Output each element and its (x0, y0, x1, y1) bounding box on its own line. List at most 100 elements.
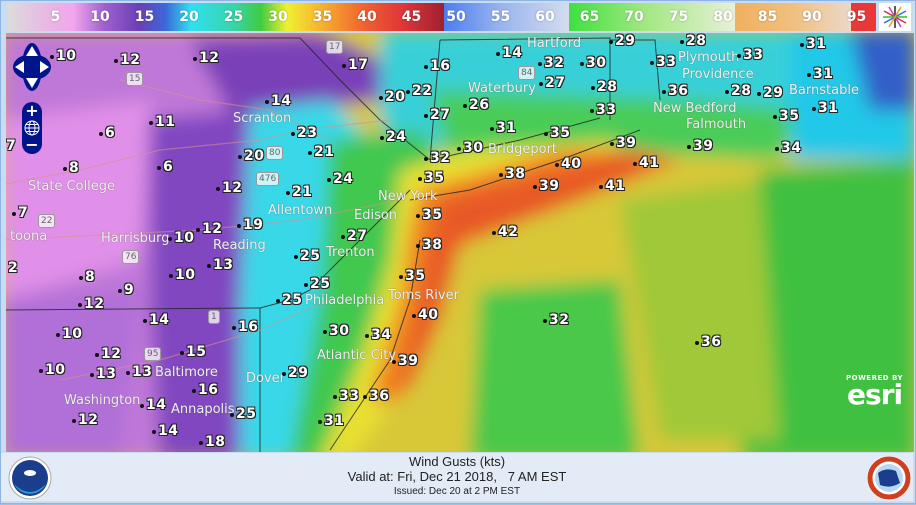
station-wind-gust: 31 (318, 413, 345, 429)
station-value: 29 (763, 85, 784, 101)
station-marker (418, 177, 422, 181)
station-marker (363, 395, 367, 399)
station-value: 19 (243, 217, 264, 233)
legend-tick-label: 10 (90, 9, 110, 25)
esri-attribution[interactable]: POWERED BY esri (846, 374, 904, 411)
station-value: 25 (310, 276, 331, 292)
station-wind-gust: 15 (180, 344, 206, 360)
station-value: 35 (405, 268, 426, 284)
station-wind-gust: 28 (591, 79, 617, 95)
station-value: 35 (550, 125, 571, 141)
legend-tick-label: 50 (446, 9, 466, 25)
station-value: 27 (430, 107, 451, 123)
station-value: 8 (85, 269, 96, 285)
station-value: 12 (120, 52, 141, 68)
station-marker (800, 43, 804, 47)
station-wind-gust: 10 (56, 326, 82, 342)
station-wind-gust: 14 (496, 45, 522, 61)
station-marker (365, 334, 369, 338)
station-value: 17 (348, 57, 369, 73)
station-wind-gust: 32 (538, 55, 565, 71)
station-wind-gust: 33 (333, 388, 360, 404)
station-value: 24 (333, 171, 354, 187)
pan-control[interactable] (12, 42, 52, 92)
station-value: 33 (339, 388, 360, 404)
station-wind-gust: 14 (265, 93, 292, 109)
station-marker (406, 90, 410, 94)
zoom-in-button[interactable]: + (25, 101, 39, 120)
station-value: 32 (549, 312, 570, 328)
station-marker (276, 299, 280, 303)
legend-tick-label: 75 (668, 9, 689, 25)
station-wind-gust: 41 (599, 178, 625, 194)
station-value: 10 (174, 230, 195, 246)
wind-gust-map[interactable]: State College toona Scranton Allentown Readi… (6, 33, 914, 452)
station-marker (79, 276, 83, 280)
station-wind-gust: 10 (39, 362, 65, 378)
station-marker (118, 289, 122, 293)
pan-left-icon[interactable] (15, 61, 24, 73)
city-label: toona (10, 229, 48, 244)
station-marker (12, 212, 16, 216)
globe-icon[interactable] (22, 120, 42, 139)
station-value: 14 (271, 93, 292, 109)
station-value: 12 (199, 50, 220, 66)
station-value: 12 (202, 221, 223, 237)
station-wind-gust: 12 (114, 52, 141, 68)
highway-shield: 15 (126, 72, 144, 86)
station-marker (463, 104, 467, 108)
station-value: 12 (222, 180, 243, 196)
color-wheel-icon[interactable] (879, 3, 911, 31)
station-marker (499, 173, 503, 177)
station-marker (416, 244, 420, 248)
legend-tick-label: 20 (179, 9, 199, 25)
powered-by-text: POWERED BY (846, 374, 904, 382)
station-wind-gust: 28 (680, 33, 706, 49)
zoom-out-button[interactable]: − (25, 135, 39, 154)
station-wind-gust: 9 (118, 282, 134, 298)
station-wind-gust: 39 (687, 138, 713, 154)
station-value: 29 (288, 365, 309, 381)
pan-up-icon[interactable] (26, 46, 38, 56)
legend-tick-label: 90 (802, 9, 822, 25)
station-marker (490, 127, 494, 131)
station-value: 12 (78, 412, 99, 428)
station-value: 21 (292, 184, 313, 200)
pan-right-icon[interactable] (40, 61, 49, 73)
station-wind-gust: 12 (196, 221, 223, 237)
station-marker (39, 369, 43, 373)
station-value: 31 (818, 100, 839, 116)
station-marker (157, 166, 161, 170)
station-marker (650, 61, 654, 65)
station-value: 12 (84, 296, 105, 312)
station-wind-gust: 20 (238, 148, 264, 164)
station-value: 35 (424, 170, 445, 186)
esri-logo: esri (846, 378, 903, 411)
valid-time: Valid at: Fri, Dec 21 2018, 7 AM EST (347, 469, 567, 484)
city-label: Plymouth (678, 50, 740, 65)
legend-tick-label: 30 (268, 9, 288, 25)
station-value: 32 (544, 55, 565, 71)
highway-shield: 95 (144, 347, 162, 361)
station-wind-gust: 25 (304, 276, 331, 292)
station-value: 6 (105, 125, 116, 141)
station-value: 32 (430, 150, 451, 166)
station-value: 31 (324, 413, 345, 429)
station-value: 39 (616, 135, 637, 151)
station-marker (539, 82, 543, 86)
station-wind-gust: 22 (406, 83, 432, 99)
legend-tick-label: 15 (134, 9, 155, 25)
station-value: 25 (282, 292, 303, 308)
station-marker (342, 64, 346, 68)
station-wind-gust: 17 (342, 57, 369, 73)
pan-down-icon[interactable] (26, 78, 38, 88)
station-marker (341, 235, 345, 239)
legend-tick-label: 35 (312, 9, 333, 25)
station-marker (169, 274, 173, 278)
station-marker (543, 319, 547, 323)
station-marker (580, 62, 584, 66)
station-marker (196, 228, 200, 232)
station-marker (392, 360, 396, 364)
station-wind-gust: 38 (416, 237, 442, 253)
city-label: Trenton (326, 245, 375, 260)
